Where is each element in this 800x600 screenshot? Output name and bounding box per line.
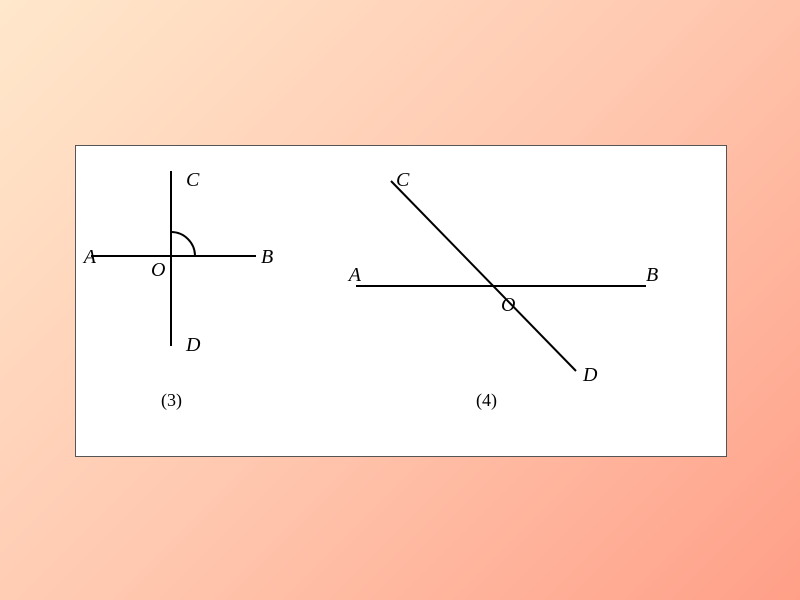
- label-o-3: O: [151, 259, 165, 281]
- diagram-svg: A B C D O (3) A B C D O (4): [76, 146, 726, 456]
- caption-4: (4): [476, 390, 497, 411]
- angle-arc-3: [171, 232, 195, 256]
- label-o-4: O: [501, 294, 515, 316]
- label-c-3: C: [186, 169, 200, 191]
- label-a-4: A: [347, 264, 362, 286]
- label-b-4: B: [646, 264, 658, 286]
- label-a-3: A: [82, 246, 97, 268]
- label-d-4: D: [582, 364, 598, 386]
- label-b-3: B: [261, 246, 273, 268]
- diagram-4: A B C D O (4): [347, 169, 658, 411]
- line-cd-4: [391, 181, 576, 371]
- label-d-3: D: [185, 334, 201, 356]
- diagram-panel: A B C D O (3) A B C D O (4): [75, 145, 727, 457]
- caption-3: (3): [161, 390, 182, 411]
- label-c-4: C: [396, 169, 410, 191]
- diagram-3: A B C D O (3): [82, 169, 273, 411]
